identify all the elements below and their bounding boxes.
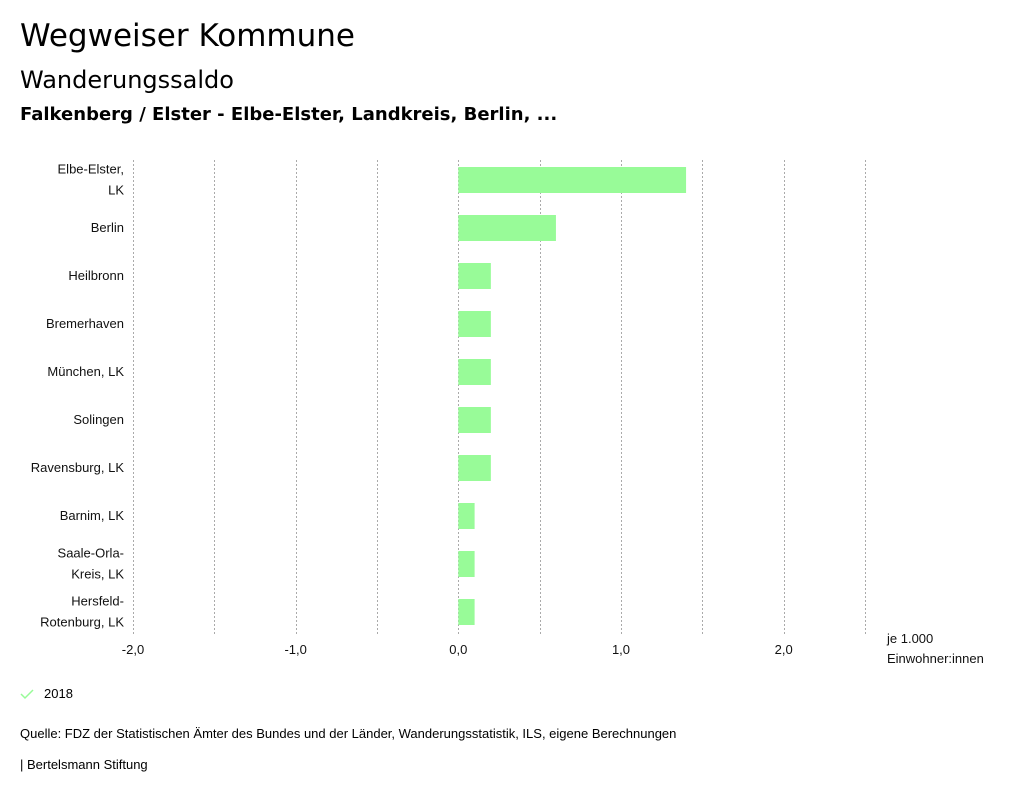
bar — [458, 215, 556, 241]
chart-subtitle: Wanderungssaldo — [20, 66, 234, 94]
x-axis-unit-label: je 1.000 Einwohner:innen — [886, 631, 984, 666]
page-title: Wegweiser Kommune — [20, 18, 355, 54]
category-label: Hersfeld-Rotenburg, LK — [40, 594, 124, 630]
bar — [458, 167, 687, 193]
x-tick-label: 0,0 — [449, 642, 467, 657]
publisher-note: | Bertelsmann Stiftung — [20, 757, 148, 772]
bar — [458, 311, 491, 337]
bar — [458, 263, 491, 289]
bar — [458, 407, 491, 433]
category-label: Heilbronn — [68, 268, 124, 283]
category-label: Saale-Orla-Kreis, LK — [58, 546, 125, 582]
category-label: Solingen — [73, 412, 124, 427]
bar — [458, 599, 475, 625]
legend-label: 2018 — [44, 686, 73, 701]
category-label: Elbe-Elster, LK — [58, 162, 125, 198]
category-label: Ravensburg, LK — [31, 460, 125, 475]
region-selection: Falkenberg / Elster - Elbe-Elster, Landk… — [20, 104, 558, 125]
source-note: Quelle: FDZ der Statistischen Ämter des … — [20, 726, 677, 741]
x-tick-label: -2,0 — [122, 642, 144, 657]
legend[interactable]: 2018 — [20, 686, 73, 701]
x-tick-label: 2,0 — [775, 642, 793, 657]
bar — [458, 503, 475, 529]
category-label: Berlin — [91, 220, 124, 235]
bar-chart: Elbe-Elster, LK Berlin Heilbronn Bremerhaven… — [31, 160, 984, 666]
category-label: München, LK — [47, 364, 124, 379]
category-label: Bremerhaven — [46, 316, 124, 331]
category-label: Barnim, LK — [60, 508, 125, 523]
checkmark-icon — [20, 688, 34, 699]
bar — [458, 359, 491, 385]
x-tick-label: 1,0 — [612, 642, 630, 657]
bar — [458, 455, 491, 481]
bar — [458, 551, 475, 577]
x-tick-label: -1,0 — [284, 642, 306, 657]
